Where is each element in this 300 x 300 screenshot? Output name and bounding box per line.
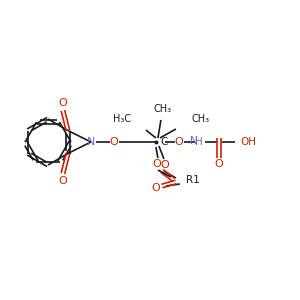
Text: OH: OH (240, 137, 256, 147)
Text: O: O (214, 159, 223, 169)
Text: C: C (160, 137, 167, 147)
Text: O: O (152, 159, 161, 169)
Text: O: O (58, 98, 67, 109)
Text: O: O (58, 176, 67, 185)
Text: CH₃: CH₃ (192, 114, 210, 124)
Text: R1: R1 (186, 175, 200, 185)
Text: O: O (175, 137, 183, 147)
Text: O: O (160, 160, 169, 170)
Text: H₃C: H₃C (113, 114, 131, 124)
Text: N: N (190, 136, 198, 146)
Text: N: N (87, 137, 95, 147)
Text: H: H (195, 137, 203, 147)
Text: O: O (110, 137, 118, 147)
Text: O: O (152, 183, 160, 193)
Text: CH₃: CH₃ (154, 104, 172, 114)
